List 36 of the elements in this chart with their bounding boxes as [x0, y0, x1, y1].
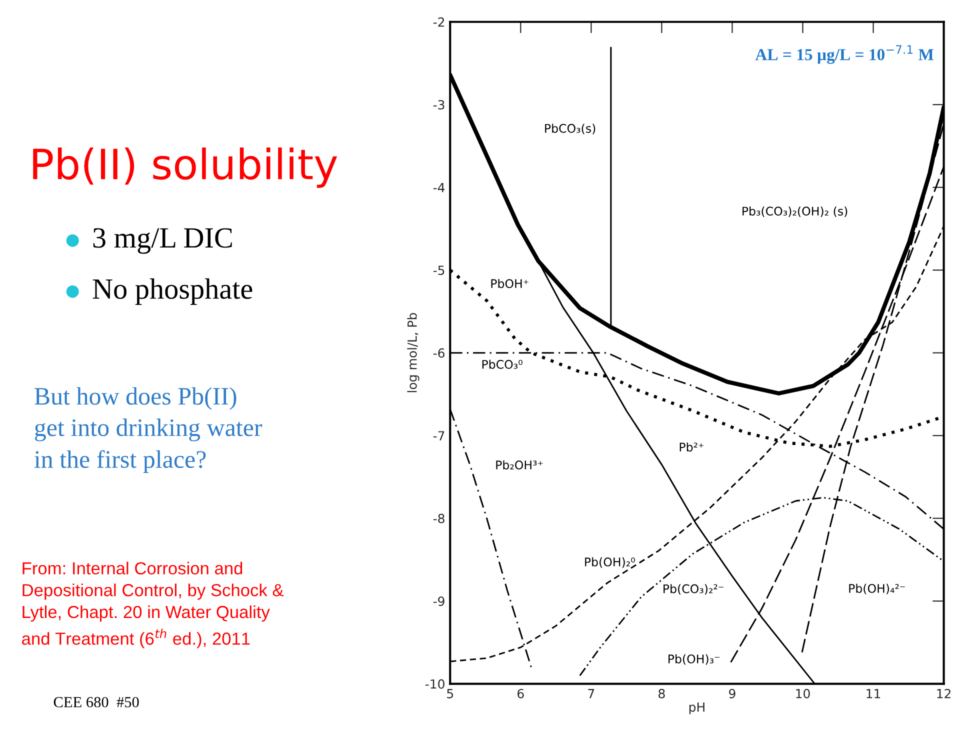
y-tick-label: -6 [433, 348, 444, 358]
annotation: Pb₃(CO₃)₂(OH)₂ (s) [742, 206, 848, 217]
series-label: Pb(CO₃)₂²⁻ [664, 584, 724, 595]
x-tick-label: 9 [729, 688, 736, 698]
text: CEE 680 #50 [54, 697, 139, 708]
text: 3 mg/L DIC [93, 228, 232, 254]
y-tick-label: -9 [433, 596, 444, 606]
x-tick-label: 11 [866, 689, 880, 698]
series-label: PbOH⁺ [491, 278, 528, 288]
y-tick-label: -2 [433, 17, 444, 27]
series-label: PbCO₃⁰ [482, 360, 522, 369]
text: Pb(II) solubility [33, 148, 338, 188]
x-tick-label: 8 [658, 688, 665, 698]
text: No phosphate [92, 278, 252, 305]
series-label: Pb(OH)₃⁻ [668, 654, 720, 665]
y-tick-label: -3 [433, 100, 444, 110]
series-label: Pb²⁺ [680, 442, 704, 452]
x-tick-label: 7 [588, 689, 594, 698]
y-tick-label: -8 [433, 514, 444, 524]
text: From: Internal Corrosion and Depositional Control, by Schock & Lytle, Chapt. 20 in Water Quality and Treatment (6$^{th}$ ed.), 2011 [22, 562, 284, 648]
text: But how does Pb(II) get into drinking water in the first place? [34, 387, 262, 474]
series-label: Pb(OH)₂⁰ [585, 557, 635, 568]
y-tick-label: -7 [433, 431, 444, 440]
annotation: AL = 15 µg/L = 10$^{−7.1}$ M [755, 45, 934, 64]
text: Pb₂OH³⁺ [496, 460, 543, 470]
text: Pb(OH)₄²⁻ [849, 584, 905, 594]
y-tick-label: -10 [425, 679, 444, 689]
x-tick-label: 10 [796, 688, 810, 698]
x-tick-label: 12 [937, 688, 950, 698]
x-axis-title: pH [689, 702, 704, 714]
y-axis-title: log mol/L, Pb [407, 313, 420, 392]
y-tick-label: -4 [433, 182, 445, 192]
annotation: PbCO₃(s) [545, 124, 596, 134]
y-tick-label: -5 [433, 266, 444, 276]
x-tick-label: 6 [518, 688, 524, 698]
x-tick-label: 5 [447, 689, 454, 698]
